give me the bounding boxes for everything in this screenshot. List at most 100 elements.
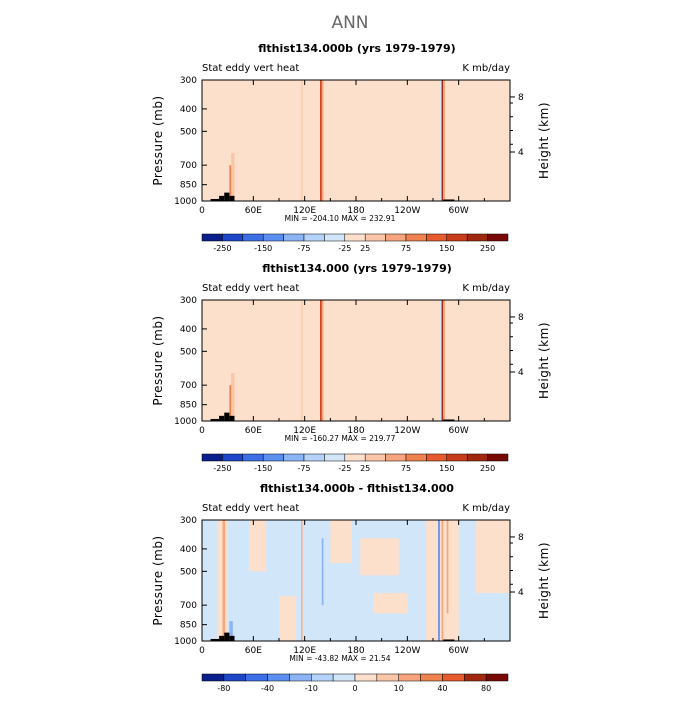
colorbar-box [201,673,225,682]
field-region [208,80,226,201]
field-region [373,592,408,614]
field-region [441,300,444,421]
y2-tick-label: 4 [518,588,524,598]
colorbar-box [426,233,448,242]
field-region [320,80,322,201]
land-mask [224,412,230,421]
x-tick-label: 120E [293,206,316,216]
land-mask [229,635,235,641]
units-label: K mb/day [462,283,510,294]
y-tick-label: 850 [180,401,197,411]
field-region [231,372,235,421]
x-tick-label: 0 [199,206,205,216]
colorbar-box [464,673,487,682]
x-tick-label: 180 [347,646,364,656]
field-region [208,300,226,421]
y-tick-label: 400 [180,105,197,115]
field-region [231,152,235,201]
colorbar-box [364,453,386,462]
units-label: K mb/day [462,63,510,74]
x-tick-label: 60W [448,426,468,436]
field-region [202,300,209,421]
colorbar-box [420,673,443,682]
colorbar-box [324,453,346,462]
y2-tick-label: 8 [518,533,524,543]
field-region [225,80,232,150]
colorbar-box [332,673,356,682]
y-tick-label: 400 [180,545,197,555]
field-region [443,80,445,201]
colorbar-box [405,233,427,242]
field-region [279,596,297,641]
y-tick-label: 850 [180,181,197,191]
x-tick-label: 120E [293,646,316,656]
field-region [415,300,423,421]
y-tick-label: 700 [180,601,197,611]
colorbar-box [466,233,488,242]
colorbar-box [242,453,264,462]
field-region [301,80,303,201]
colorbar-label: -75 [297,244,310,253]
colorbar-box [222,233,244,242]
land-mask [219,415,225,421]
chart-panel-1: flthist134.000b (yrs 1979-1979) Stat eddy… [151,42,551,253]
field-region [202,80,209,201]
field-region [441,80,444,201]
colorbar-box [222,453,244,462]
field-region [222,520,226,641]
land-mask [443,199,455,201]
field-region [443,300,445,421]
field-region [330,410,493,421]
y-axis-title: Pressure (mb) [151,315,165,405]
x-tick-label: 0 [199,426,205,436]
land-mask [210,198,220,201]
field-region [301,300,303,421]
field-region [217,520,228,641]
y-tick-label: 500 [180,127,197,137]
min-max-label: MIN = -43.82 MAX = 21.54 [289,654,390,663]
colorbar-label: 40 [437,684,447,693]
y2-tick-label: 4 [518,148,524,158]
field-label: Stat eddy vert heat [202,503,299,514]
colorbar-box [446,453,468,462]
colorbar-label: -150 [254,244,272,253]
field-region [320,300,322,421]
y-tick-label: 1000 [174,637,197,647]
colorbar-box [398,673,421,682]
colorbar-box [303,233,325,242]
land-mask [229,195,235,201]
colorbar: -250 -150 -75 -25 25 75 150 250 [201,233,509,253]
min-max-label: MIN = -204.10 MAX = 232.91 [285,214,396,223]
land-mask [210,418,220,421]
colorbar-box [262,453,284,462]
field-region [330,190,493,201]
x-tick-label: 60E [245,646,262,656]
x-tick-label: 60E [245,426,262,436]
y-tick-label: 850 [180,621,197,631]
y-tick-label: 500 [180,567,197,577]
field-region [321,80,324,201]
colorbar-box [485,673,509,682]
panel-title: flthist134.000b - flthist134.000 [260,482,454,495]
field-region [321,300,324,421]
field-region [236,80,250,201]
figure-title: ANN [331,13,368,33]
colorbar-box [303,453,325,462]
x-tick-label: 180 [347,206,364,216]
colorbar-label: -25 [338,244,351,253]
y2-axis-title: Height (km) [537,322,551,399]
colorbar: -250 -150 -75 -25 25 75 150 250 [201,453,509,473]
y2-axis-title: Height (km) [537,542,551,619]
y-tick-label: 500 [180,347,197,357]
chart-panel-3: flthist134.000b - flthist134.000 Stat edd… [151,482,551,693]
field-region [301,520,303,641]
colorbar-box [289,673,312,682]
y2-tick-label: 8 [518,93,524,103]
colorbar-label: 150 [439,244,454,253]
field-base [202,520,510,641]
colorbar-label: 0 [352,684,357,693]
colorbar-box [364,233,386,242]
land-mask [219,195,225,201]
